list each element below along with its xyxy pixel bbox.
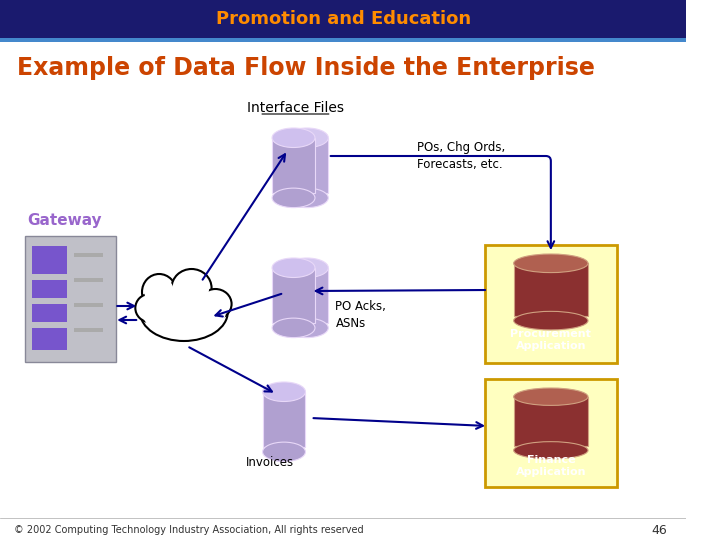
Ellipse shape xyxy=(272,188,315,207)
Ellipse shape xyxy=(272,128,315,147)
FancyBboxPatch shape xyxy=(32,304,67,322)
Ellipse shape xyxy=(263,442,305,462)
Text: 46: 46 xyxy=(652,523,667,537)
Ellipse shape xyxy=(138,296,161,320)
Ellipse shape xyxy=(135,294,164,322)
FancyBboxPatch shape xyxy=(74,278,103,282)
Text: Gateway: Gateway xyxy=(27,213,102,227)
FancyBboxPatch shape xyxy=(285,268,328,323)
Ellipse shape xyxy=(285,128,328,147)
FancyBboxPatch shape xyxy=(263,392,305,447)
Text: Promotion and Education: Promotion and Education xyxy=(215,10,471,28)
FancyBboxPatch shape xyxy=(272,268,315,323)
Text: PO Acks,
ASNs: PO Acks, ASNs xyxy=(336,300,387,330)
Ellipse shape xyxy=(171,269,212,307)
Text: Interface Files: Interface Files xyxy=(247,101,344,115)
Text: Procurement
Application: Procurement Application xyxy=(510,329,591,351)
FancyBboxPatch shape xyxy=(513,397,588,446)
Ellipse shape xyxy=(174,272,210,305)
Text: Invoices: Invoices xyxy=(246,456,294,469)
Ellipse shape xyxy=(513,312,588,330)
FancyBboxPatch shape xyxy=(74,303,103,307)
FancyBboxPatch shape xyxy=(32,280,67,298)
Ellipse shape xyxy=(272,258,315,278)
Ellipse shape xyxy=(513,442,588,459)
Text: Example of Data Flow Inside the Enterprise: Example of Data Flow Inside the Enterpri… xyxy=(17,56,595,80)
Ellipse shape xyxy=(142,287,226,337)
FancyBboxPatch shape xyxy=(485,245,616,363)
Ellipse shape xyxy=(285,188,328,207)
FancyBboxPatch shape xyxy=(74,253,103,257)
Ellipse shape xyxy=(140,283,228,341)
Ellipse shape xyxy=(199,289,232,319)
Ellipse shape xyxy=(263,382,305,402)
Text: POs, Chg Ords,
Forecasts, etc.: POs, Chg Ords, Forecasts, etc. xyxy=(418,141,505,171)
FancyBboxPatch shape xyxy=(24,236,116,362)
FancyBboxPatch shape xyxy=(74,328,103,332)
Ellipse shape xyxy=(285,318,328,338)
Ellipse shape xyxy=(272,318,315,338)
Ellipse shape xyxy=(202,292,229,316)
FancyBboxPatch shape xyxy=(32,328,67,350)
Ellipse shape xyxy=(142,274,176,310)
FancyBboxPatch shape xyxy=(0,0,686,38)
FancyBboxPatch shape xyxy=(0,38,686,42)
FancyBboxPatch shape xyxy=(285,138,328,193)
FancyBboxPatch shape xyxy=(485,379,616,487)
Ellipse shape xyxy=(145,276,174,307)
Text: Finance
Application: Finance Application xyxy=(516,455,586,477)
Ellipse shape xyxy=(513,254,588,273)
FancyBboxPatch shape xyxy=(272,138,315,193)
FancyBboxPatch shape xyxy=(513,264,588,316)
Ellipse shape xyxy=(285,258,328,278)
Text: © 2002 Computing Technology Industry Association, All rights reserved: © 2002 Computing Technology Industry Ass… xyxy=(14,525,364,535)
FancyBboxPatch shape xyxy=(32,246,67,274)
Ellipse shape xyxy=(513,388,588,406)
